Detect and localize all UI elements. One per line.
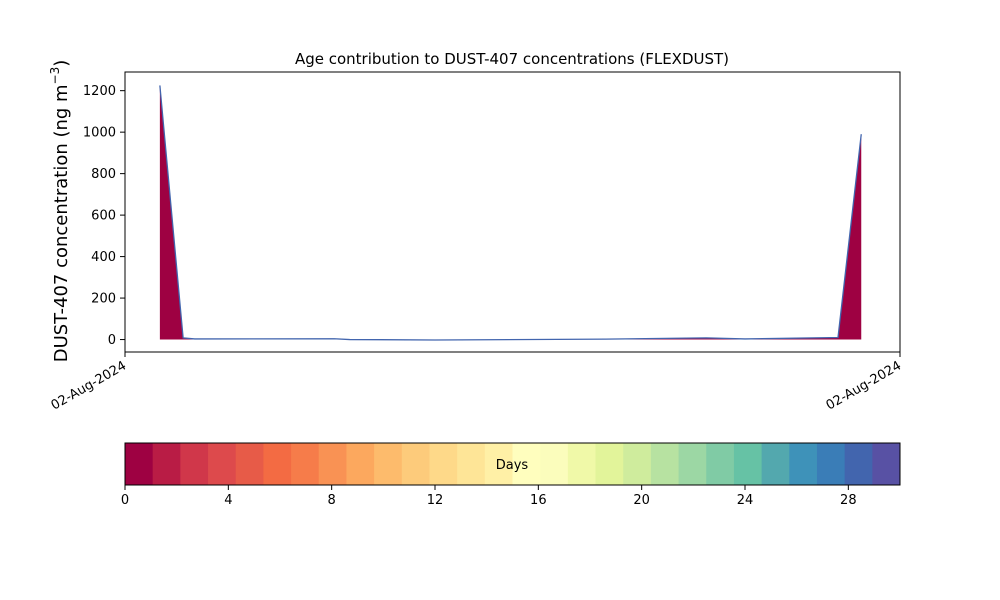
colorbar-tick-label: 12 — [427, 493, 444, 508]
colorbar-segment — [816, 443, 846, 485]
colorbar-tick-label: 28 — [840, 493, 857, 508]
total-line — [159, 85, 862, 341]
colorbar-segment — [678, 443, 707, 485]
colorbar-tick-label: 16 — [530, 493, 547, 508]
colorbar-segment — [872, 443, 901, 485]
y-axis-label-close: ) — [51, 60, 72, 67]
colorbar-segment — [789, 443, 818, 485]
colorbar-tick-label: 4 — [224, 493, 232, 508]
colorbar-segment — [457, 443, 486, 485]
colorbar-tick-label: 0 — [121, 493, 129, 508]
colorbar-segment — [540, 443, 569, 485]
y-tick-label: 800 — [91, 167, 116, 182]
plot-frame — [124, 71, 901, 353]
colorbar: 0 4 8 12 16 20 24 28 — [121, 442, 901, 508]
age-area — [159, 85, 862, 340]
colorbar-segment — [512, 443, 541, 485]
colorbar-segment — [318, 443, 347, 485]
y-tick-label: 200 — [91, 292, 116, 307]
y-axis-label-main: DUST-407 concentration (ng m — [51, 84, 72, 362]
x-tick-label: 02-Aug-2024 — [49, 358, 129, 413]
colorbar-segment — [235, 443, 264, 485]
colorbar-segment — [374, 443, 403, 485]
y-tick-label: 0 — [108, 333, 116, 348]
colorbar-segment — [706, 443, 735, 485]
y-tick-label: 600 — [91, 209, 116, 224]
colorbar-segment — [761, 443, 790, 485]
y-tick-label: 1200 — [83, 84, 116, 99]
chart-title: Age contribution to DUST-407 concentrati… — [295, 50, 729, 68]
colorbar-segment — [180, 443, 209, 485]
colorbar-segment — [429, 443, 458, 485]
y-axis: 0 200 400 600 800 1000 1200 — [83, 84, 125, 348]
y-tick-label: 1000 — [83, 126, 116, 141]
colorbar-segment — [484, 443, 513, 485]
colorbar-segment — [650, 443, 680, 485]
colorbar-segment — [567, 443, 597, 485]
y-axis-label-exponent: −3 — [48, 67, 62, 85]
colorbar-segment — [595, 443, 624, 485]
colorbar-tick-label: 20 — [633, 493, 650, 508]
colorbar-segment — [152, 443, 181, 485]
colorbar-segment — [125, 443, 154, 485]
colorbar-segment — [263, 443, 292, 485]
colorbar-segment — [623, 443, 652, 485]
colorbar-segment — [733, 443, 763, 485]
colorbar-frame — [124, 442, 901, 486]
x-tick-label: 02-Aug-2024 — [824, 358, 904, 413]
colorbar-tick-label: 8 — [328, 493, 336, 508]
y-tick-label: 400 — [91, 250, 116, 265]
colorbar-segment — [844, 443, 873, 485]
x-axis: 02-Aug-2024 02-Aug-2024 — [49, 352, 904, 414]
y-axis-label: DUST-407 concentration (ng m−3) — [48, 60, 72, 363]
colorbar-segment — [291, 443, 320, 485]
colorbar-segment — [401, 443, 430, 485]
colorbar-segment — [208, 443, 237, 485]
colorbar-label: Days — [496, 458, 529, 473]
colorbar-tick-label: 24 — [737, 493, 754, 508]
plot-area — [159, 85, 862, 341]
colorbar-segment — [346, 443, 375, 485]
